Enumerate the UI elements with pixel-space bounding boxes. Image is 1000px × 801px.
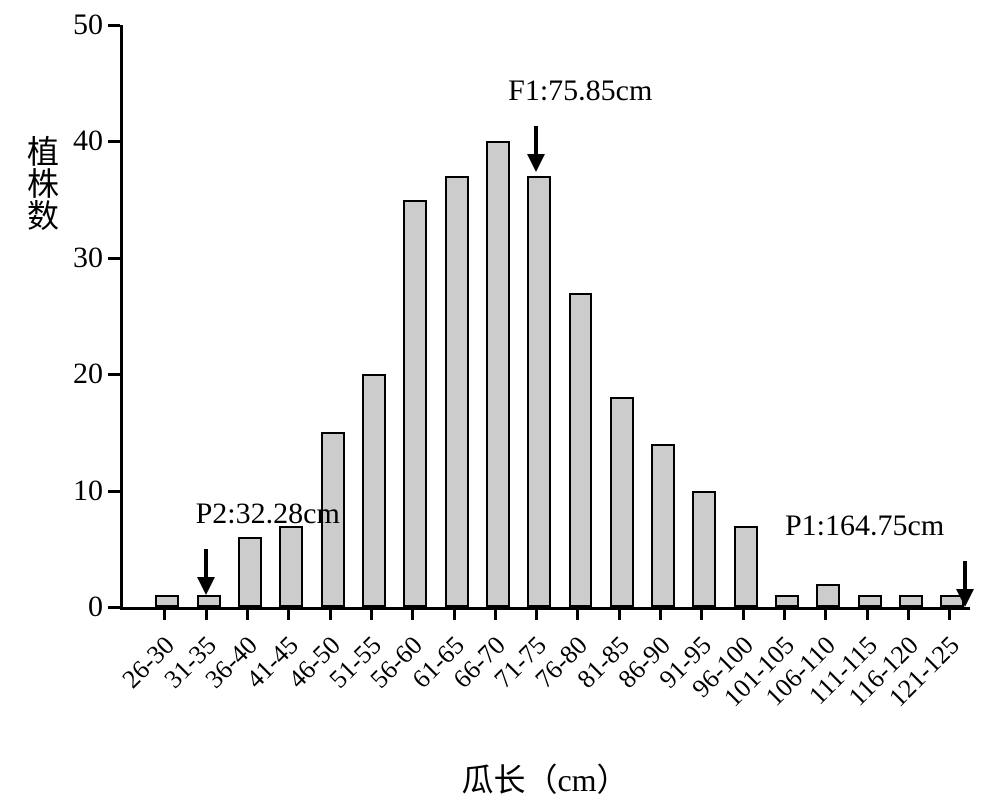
x-tick: [742, 610, 745, 620]
x-tick: [453, 610, 456, 620]
annotation-arrow-p1: [956, 561, 974, 607]
annotation-p1: P1:164.75cm: [785, 509, 944, 543]
x-tick: [329, 610, 332, 620]
x-tick: [618, 610, 621, 620]
bar: [734, 526, 758, 607]
bar: [403, 200, 427, 607]
bar: [610, 397, 634, 607]
bar: [362, 374, 386, 607]
y-tick-label: 40: [53, 124, 103, 158]
y-tick: [108, 373, 120, 376]
y-tick: [108, 24, 120, 27]
y-tick: [108, 606, 120, 609]
x-tick: [494, 610, 497, 620]
bar: [651, 444, 675, 607]
y-tick: [108, 140, 120, 143]
x-tick: [576, 610, 579, 620]
x-tick: [411, 610, 414, 620]
bar: [445, 176, 469, 607]
bar: [527, 176, 551, 607]
x-tick: [659, 610, 662, 620]
annotation-arrow-p2: [197, 549, 215, 595]
y-tick-label: 50: [53, 8, 103, 42]
x-axis-title: 瓜长（cm）: [395, 755, 695, 801]
x-tick: [205, 610, 208, 620]
bar: [486, 141, 510, 607]
x-tick: [907, 610, 910, 620]
y-tick-label: 30: [53, 241, 103, 275]
x-tick: [246, 610, 249, 620]
annotation-p2: P2:32.28cm: [196, 497, 340, 531]
y-tick-label: 20: [53, 357, 103, 391]
annotation-f1: F1:75.85cm: [508, 74, 652, 108]
bar: [692, 491, 716, 607]
x-tick: [370, 610, 373, 620]
x-tick: [948, 610, 951, 620]
x-tick: [163, 610, 166, 620]
chart-stage: 植株数0102030405026-3031-3536-4041-4546-505…: [0, 0, 1000, 801]
bar: [238, 537, 262, 607]
bar: [816, 584, 840, 607]
x-tick: [824, 610, 827, 620]
y-tick-label: 10: [53, 474, 103, 508]
bar: [279, 526, 303, 607]
x-tick: [700, 610, 703, 620]
annotation-arrow-f1: [527, 126, 545, 172]
bar: [569, 293, 593, 607]
y-tick: [108, 490, 120, 493]
x-tick: [866, 610, 869, 620]
x-tick: [287, 610, 290, 620]
x-tick: [535, 610, 538, 620]
y-tick-label: 0: [53, 590, 103, 624]
bar: [155, 595, 179, 607]
bar: [197, 595, 221, 607]
y-tick: [108, 257, 120, 260]
bar: [775, 595, 799, 607]
x-tick: [783, 610, 786, 620]
bar: [858, 595, 882, 607]
bar: [899, 595, 923, 607]
